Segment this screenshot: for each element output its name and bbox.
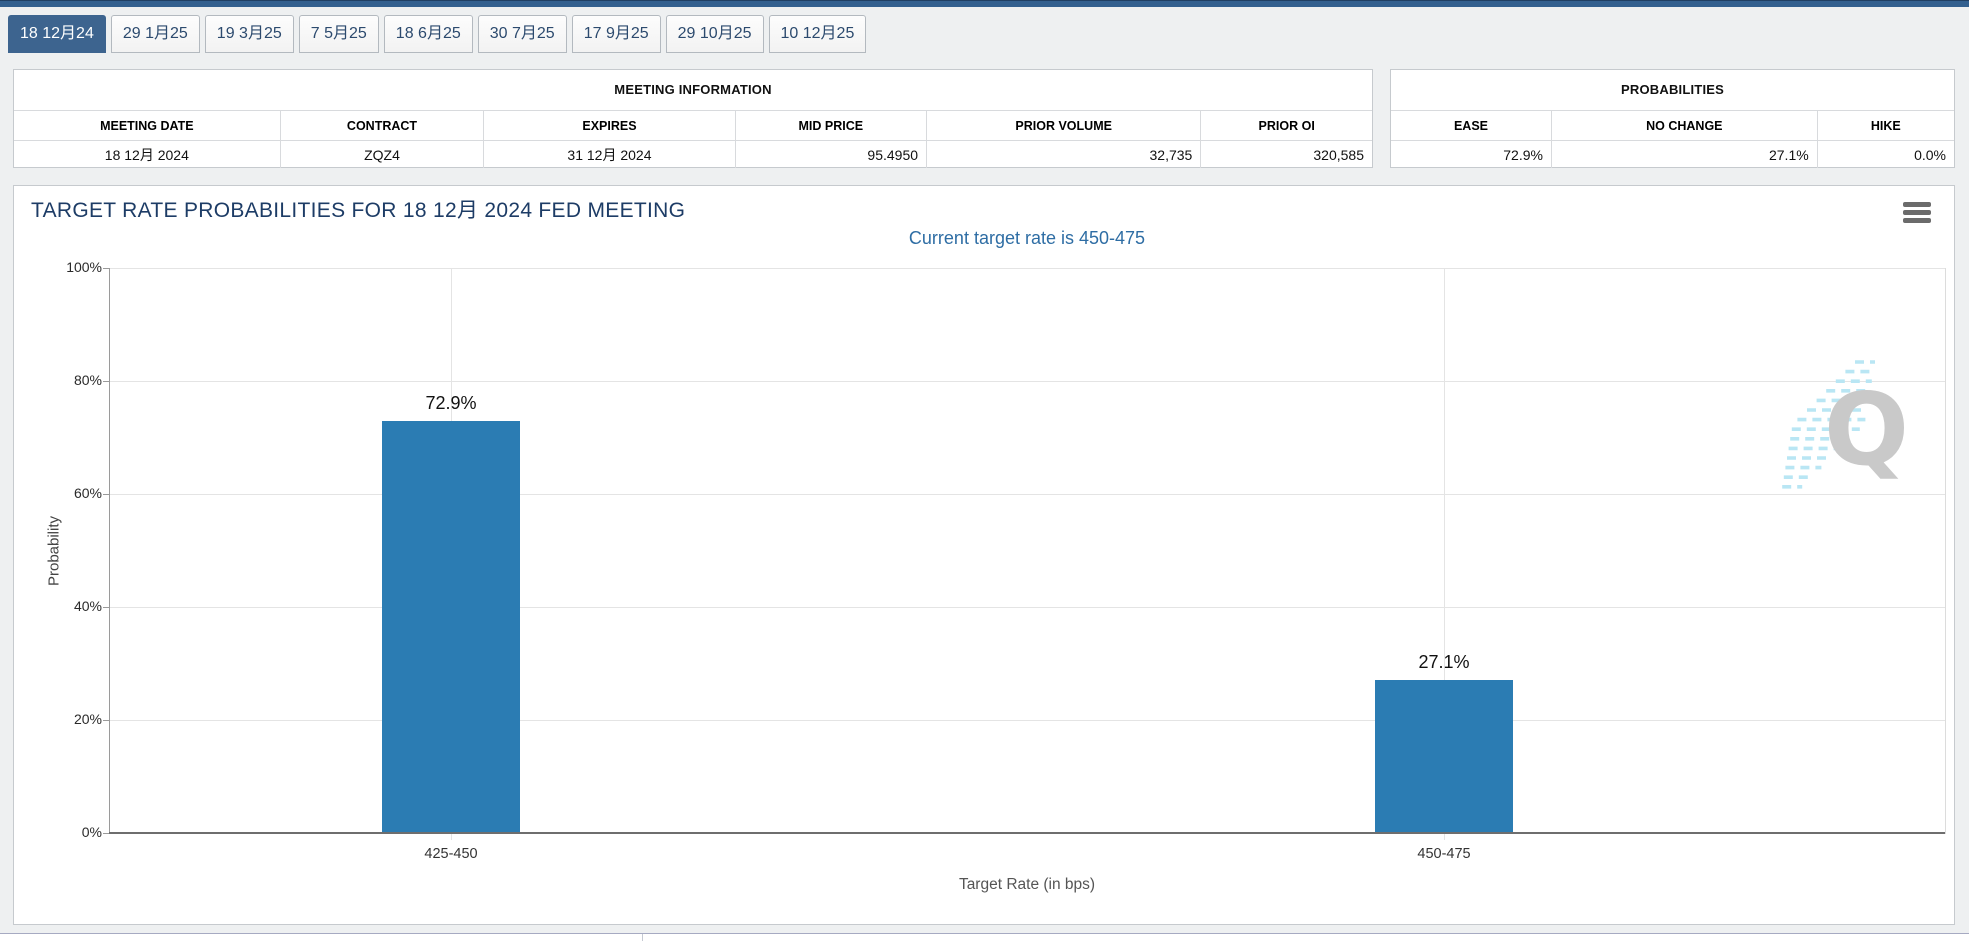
- y-axis-tick-mark: [103, 268, 109, 269]
- meeting-information-panel: MEETING INFORMATION MEETING DATE CONTRACT…: [13, 69, 1373, 168]
- watermark-q-letter: Q: [1823, 371, 1909, 488]
- meeting-date-tab-7[interactable]: 29 10月25: [665, 15, 764, 53]
- h-gridline: [109, 268, 1945, 269]
- top-accent-bar: [0, 0, 1969, 7]
- y-axis-tick-mark: [103, 381, 109, 382]
- next-section-divider: [642, 934, 643, 941]
- meeting-information-table: MEETING DATE CONTRACT EXPIRES MID PRICE PRIO…: [14, 111, 1372, 168]
- meeting-info-cell: 31 12月 2024: [483, 140, 736, 168]
- x-axis-title: Target Rate (in bps): [958, 876, 1096, 893]
- chart-panel: TARGET RATE PROBABILITIES FOR 18 12月 202…: [13, 185, 1955, 925]
- y-axis-tick-mark: [103, 494, 109, 495]
- probabilities-column-header: EASE: [1391, 111, 1552, 141]
- bar-value-label: 72.9%: [425, 393, 477, 413]
- probability-bar: [1375, 680, 1513, 833]
- x-axis-line: [109, 832, 1945, 834]
- probabilities-header-row: EASE NO CHANGE HIKE: [1391, 111, 1954, 141]
- meeting-info-column-header: PRIOR VOLUME: [926, 111, 1202, 141]
- y-axis-tick-label: 40%: [73, 598, 102, 614]
- y-axis-tick-mark: [103, 607, 109, 608]
- meeting-info-column-header: MID PRICE: [735, 111, 928, 141]
- y-axis-tick-label: 80%: [73, 372, 102, 388]
- bar-value-label: 27.1%: [1418, 652, 1470, 672]
- h-gridline: [109, 494, 1945, 495]
- h-gridline: [109, 607, 1945, 608]
- plot-area: Q 72.9% 425-450 27.1% 450-475: [109, 268, 1946, 862]
- y-axis-title: Probability: [45, 515, 63, 587]
- hamburger-icon: [1902, 201, 1932, 223]
- meeting-date-tab-1[interactable]: 29 1月25: [110, 15, 200, 53]
- probabilities-cell: 0.0%: [1914, 146, 1946, 163]
- meeting-info-column-header: PRIOR OI: [1200, 111, 1372, 141]
- meeting-date-tab-strip: 18 12月24 29 1月25 19 3月25 7 5月25 18 6月25 30 7月…: [8, 15, 867, 53]
- meeting-information-data-row: 18 12月 2024 ZQZ4 31 12月 2024 95.4950 32,735 3…: [14, 140, 1372, 168]
- next-section-sliver: [0, 933, 1969, 941]
- meeting-date-tab-0[interactable]: 18 12月24: [8, 15, 106, 53]
- y-axis-tick-label: 60%: [73, 485, 102, 501]
- chart-subtitle: Current target rate is 450-475: [908, 228, 1146, 248]
- meeting-info-column-header: EXPIRES: [483, 111, 736, 141]
- x-axis-category-label: 425-450: [424, 846, 478, 862]
- y-axis-tick-label: 100%: [66, 259, 102, 275]
- meeting-information-title: MEETING INFORMATION: [14, 70, 1372, 111]
- probability-bar: [382, 421, 520, 833]
- quikstrike-watermark: Q: [1761, 358, 1921, 503]
- meeting-info-cell: 32,735: [926, 140, 1202, 168]
- meeting-date-tab-2[interactable]: 19 3月25: [204, 15, 294, 53]
- meeting-info-cell: 18 12月 2024: [14, 140, 281, 168]
- y-axis-tick-label: 20%: [73, 711, 102, 727]
- h-gridline: [109, 720, 1945, 721]
- meeting-information-header-row: MEETING DATE CONTRACT EXPIRES MID PRICE PRIO…: [14, 111, 1372, 141]
- meeting-date-tab-5[interactable]: 30 7月25: [477, 15, 567, 53]
- meeting-info-cell: 320,585: [1313, 146, 1364, 163]
- meeting-info-cell: ZQZ4: [280, 140, 485, 168]
- y-axis-tick-label: 0%: [81, 824, 102, 840]
- meeting-date-tab-4[interactable]: 18 6月25: [383, 15, 473, 53]
- probabilities-panel: PROBABILITIES EASE NO CHANGE HIKE 72.9% 27.…: [1390, 69, 1955, 168]
- meeting-info-column-header: CONTRACT: [280, 111, 485, 141]
- y-axis-line: [109, 268, 110, 834]
- meeting-info-column-header: MEETING DATE: [14, 111, 281, 141]
- probabilities-data-row: 72.9% 27.1% 0.0%: [1391, 140, 1954, 168]
- probabilities-table: EASE NO CHANGE HIKE 72.9% 27.1% 0.0%: [1391, 111, 1954, 168]
- watermark-hatch-lines: [1782, 360, 1875, 489]
- meeting-date-tab-6[interactable]: 17 9月25: [571, 15, 661, 53]
- probabilities-cell: 72.9%: [1391, 140, 1552, 168]
- y-axis-tick-mark: [103, 833, 109, 834]
- probabilities-title: PROBABILITIES: [1391, 70, 1954, 111]
- v-gridline: [1444, 268, 1445, 840]
- meeting-date-tab-3[interactable]: 7 5月25: [298, 15, 379, 53]
- chart-title: TARGET RATE PROBABILITIES FOR 18 12月 202…: [31, 199, 686, 222]
- probabilities-cell: 27.1%: [1551, 140, 1818, 168]
- meeting-date-tab-8[interactable]: 10 12月25: [768, 15, 867, 53]
- chart-context-menu-button[interactable]: [1898, 196, 1936, 228]
- meeting-info-cell: 95.4950: [735, 140, 928, 168]
- x-axis-category-label: 450-475: [1417, 846, 1471, 862]
- probabilities-column-header: HIKE: [1817, 111, 1954, 141]
- probabilities-column-header: NO CHANGE: [1551, 111, 1818, 141]
- y-axis-tick-mark: [103, 720, 109, 721]
- h-gridline: [109, 381, 1945, 382]
